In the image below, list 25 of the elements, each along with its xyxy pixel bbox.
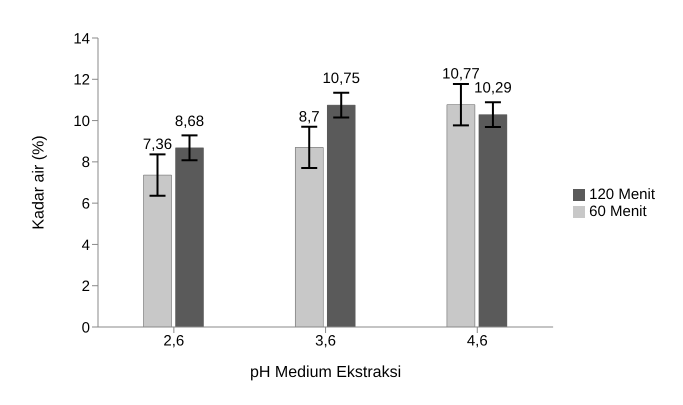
legend-label: 60 Menit	[589, 202, 647, 220]
bar	[175, 148, 204, 327]
x-tick-label: 4,6	[466, 332, 488, 350]
bar	[446, 104, 476, 327]
data-label: 8,7	[298, 108, 320, 126]
data-label: 10,75	[322, 70, 360, 88]
x-axis-title: pH Medium Ekstraksi	[250, 364, 402, 381]
x-tick-label: 3,6	[315, 332, 336, 350]
x-tick-label: 2,6	[163, 332, 184, 350]
bar	[143, 174, 172, 327]
y-tick-label: 10	[73, 112, 90, 130]
y-tick-label: 12	[73, 72, 90, 89]
bar	[326, 104, 356, 327]
y-axis-title: Kadar air (%)	[30, 135, 48, 230]
y-tick-label: 8	[82, 154, 90, 172]
y-tick-label: 14	[73, 30, 90, 48]
bar	[294, 147, 324, 327]
y-tick-label: 4	[82, 236, 90, 254]
data-label: 8,68	[174, 112, 204, 130]
bar	[478, 114, 508, 327]
legend-label: 120 Menit	[589, 186, 655, 202]
data-label: 7,36	[142, 136, 172, 154]
y-tick-label: 6	[82, 195, 90, 212]
y-tick-label: 0	[82, 319, 90, 336]
y-tick-label: 2	[82, 278, 90, 296]
